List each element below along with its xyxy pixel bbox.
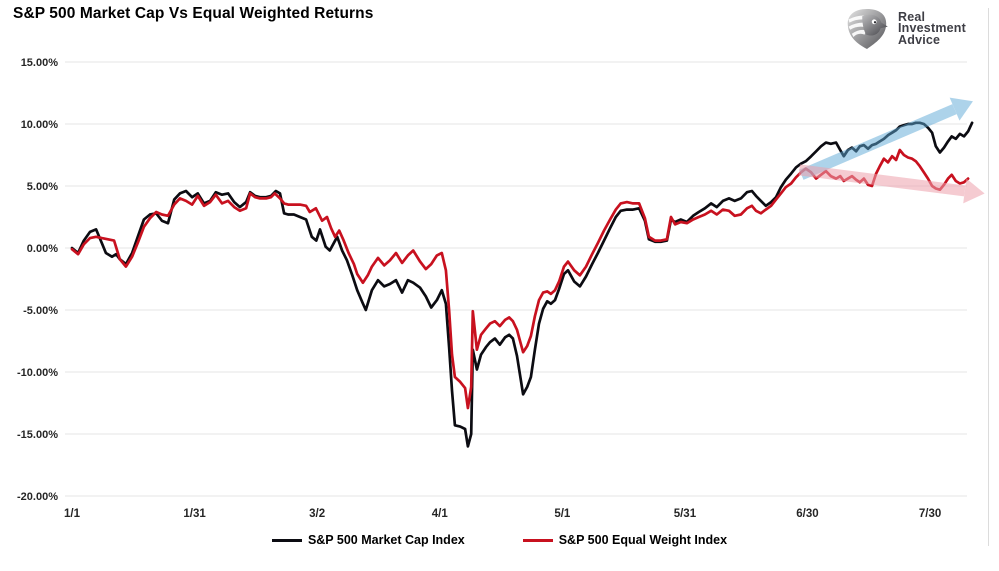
y-tick-label: 0.00% [27, 243, 58, 255]
x-tick-label: 1/1 [64, 508, 81, 520]
y-tick-label: -20.00% [17, 491, 58, 503]
brand-word-advice: Advice [898, 32, 941, 47]
y-tick-label: 5.00% [27, 181, 58, 193]
brand-word-real: Real [898, 9, 926, 24]
y-tick-label: -15.00% [17, 429, 58, 441]
x-tick-label: 7/30 [919, 508, 941, 520]
y-tick-label: -5.00% [23, 305, 58, 317]
brand-logo: Real Investment Advice [843, 6, 966, 52]
brand-name: Real Investment Advice [898, 9, 966, 47]
brand-word-investment: Investment [898, 21, 966, 36]
x-tick-label: 4/1 [432, 508, 449, 520]
x-tick-label: 3/2 [309, 508, 325, 520]
page-title: S&P 500 Market Cap Vs Equal Weighted Ret… [13, 5, 374, 22]
legend-item-market-cap: S&P 500 Market Cap Index [271, 533, 465, 547]
legend-line-sample-black [271, 538, 302, 542]
y-axis-labels: 15.00% 10.00% 5.00% 0.00% -5.00% -10.00% -15.0… [17, 57, 58, 503]
y-tick-label: -10.00% [17, 367, 58, 379]
legend-item-equal-weight: S&P 500 Equal Weight Index [522, 533, 728, 547]
legend-label: S&P 500 Equal Weight Index [558, 533, 728, 547]
chart-right-border [988, 8, 989, 546]
x-tick-label: 5/1 [554, 508, 571, 520]
uptrend-arrow [799, 97, 973, 180]
y-tick-label: 10.00% [21, 119, 59, 131]
x-tick-label: 5/31 [674, 508, 697, 520]
downtrend-arrow [798, 164, 985, 204]
x-tick-label: 1/31 [183, 508, 206, 520]
legend-line-sample-red [522, 538, 553, 542]
legend-label: S&P 500 Market Cap Index [307, 533, 465, 547]
x-tick-label: 6/30 [796, 508, 818, 520]
y-tick-label: 15.00% [21, 57, 59, 69]
x-axis-labels: 1/1 1/31 3/2 4/1 5/1 5/31 6/30 7/30 [64, 508, 941, 520]
eagle-icon [847, 9, 888, 49]
gridlines [65, 61, 967, 497]
legend: S&P 500 Market Cap Index S&P 500 Equal W… [0, 533, 999, 547]
